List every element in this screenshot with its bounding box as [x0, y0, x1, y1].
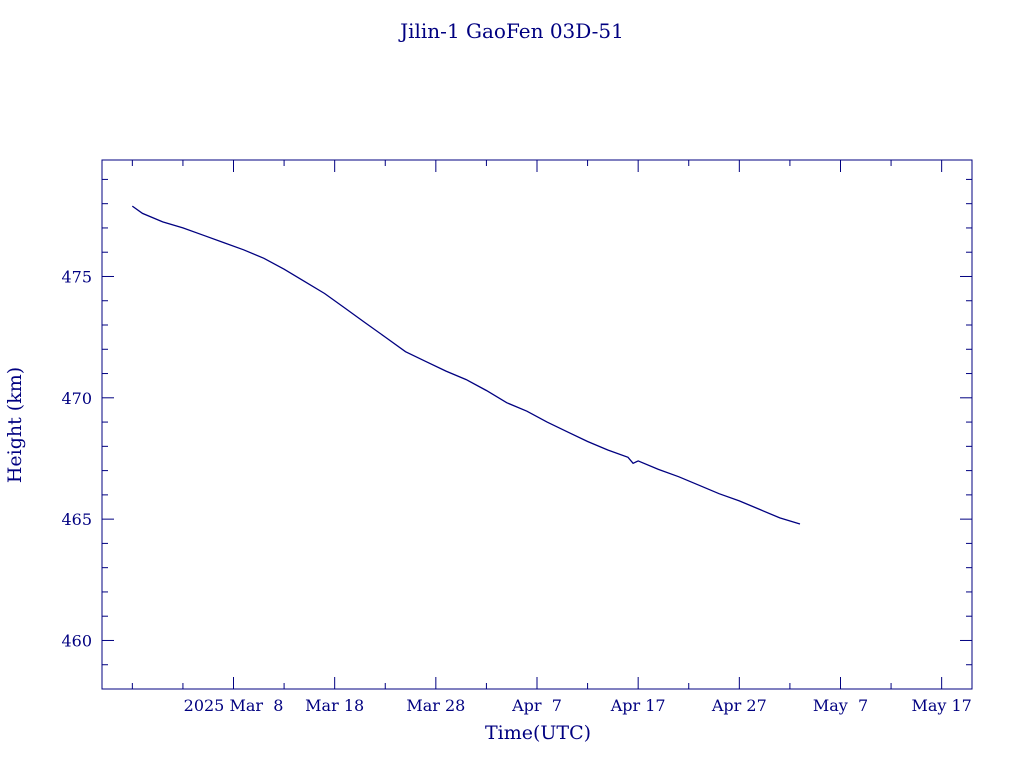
y-tick-label: 460	[61, 631, 92, 650]
x-tick-label: May 17	[911, 696, 971, 715]
height-series-line	[131, 205, 801, 525]
x-tick-label: Apr 27	[711, 696, 767, 715]
y-tick-label: 465	[61, 510, 92, 529]
y-tick-label: 475	[61, 267, 92, 286]
chart-title: Jilin-1 GaoFen 03D-51	[398, 19, 624, 43]
y-axis-label: Height (km)	[4, 367, 26, 483]
x-tick-label: Apr 7	[511, 696, 562, 715]
x-axis-ticks: 2025 Mar 8 Mar 18 Mar 28 Apr 7 Apr 17 Apr 27 M…	[131, 160, 972, 715]
x-tick-label: Apr 17	[610, 696, 666, 715]
y-axis-ticks: 460 465 470 475	[61, 178, 972, 690]
x-tick-label: 2025 Mar 8	[184, 696, 284, 715]
plot-frame	[101, 159, 973, 690]
x-axis-label: Time(UTC)	[485, 722, 591, 744]
y-tick-label: 470	[61, 389, 92, 408]
x-tick-label: Mar 28	[406, 696, 465, 715]
x-tick-label: Mar 18	[305, 696, 364, 715]
x-tick-label: May 7	[813, 696, 868, 715]
